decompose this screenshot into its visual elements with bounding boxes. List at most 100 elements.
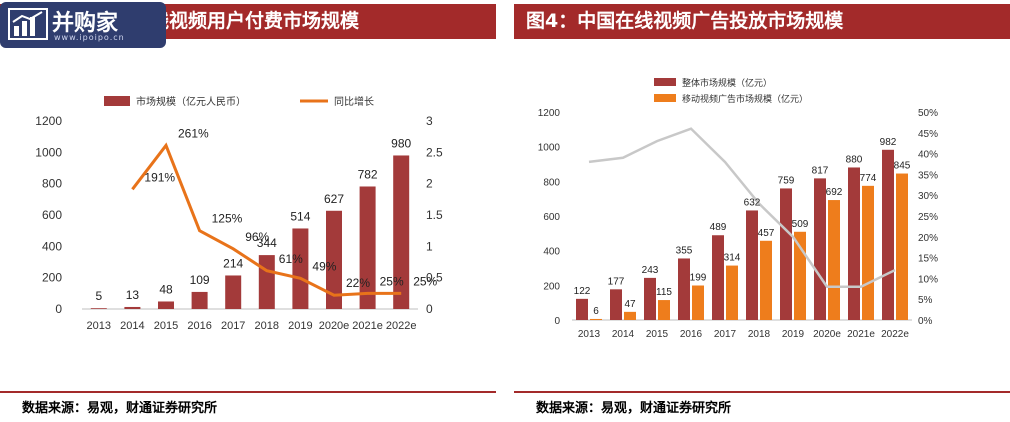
- line-data-label: 96%: [245, 230, 269, 244]
- y2-tick-label: 40%: [918, 150, 938, 161]
- left-source-note: 数据来源：易观，财通证券研究所: [22, 401, 218, 416]
- y-tick-label: 600: [543, 212, 560, 223]
- bar: [191, 291, 208, 309]
- bar: [359, 186, 376, 309]
- bar-data-label: 627: [324, 192, 344, 206]
- legend-swatch-market: [104, 96, 130, 106]
- bar: [225, 275, 242, 309]
- chart-logo-icon: [8, 8, 48, 40]
- right-source-divider: [514, 391, 1010, 393]
- right-chart-panel: 图4：中国在线视频广告投放市场规模 0 200 400 600 800 1000 1200 0…: [514, 0, 1010, 422]
- bar-mobile-data-label: 115: [656, 287, 672, 298]
- y-tick-label: 400: [42, 239, 62, 253]
- line-data-label: 25%: [413, 274, 437, 288]
- x-tick-label: 2013: [578, 329, 601, 340]
- bar-total-data-label: 817: [812, 165, 829, 176]
- line-data-label: 61%: [279, 252, 303, 266]
- bar: [90, 308, 107, 309]
- bar: [326, 210, 342, 309]
- bar-total: [814, 178, 826, 320]
- bar-total-data-label: 355: [676, 245, 693, 256]
- x-tick-label: 2013: [87, 320, 111, 332]
- y2-tick-label: 10%: [918, 274, 938, 285]
- bar: [393, 155, 410, 309]
- bar-mobile: [726, 265, 738, 320]
- bar-total: [746, 210, 758, 320]
- bar-mobile-data-label: 199: [690, 273, 707, 284]
- x-tick-label: 2015: [154, 320, 178, 332]
- y-tick-label: 800: [543, 177, 560, 188]
- x-tick-label: 2020e: [319, 320, 350, 332]
- bar-mobile: [692, 285, 704, 320]
- line-data-label: 261%: [178, 126, 209, 140]
- bar-mobile-data-label: 6: [593, 306, 599, 317]
- bar-total: [678, 258, 690, 320]
- legend-swatch-total: [654, 78, 676, 86]
- line-data-label: 25%: [380, 274, 404, 288]
- bar: [158, 301, 174, 309]
- y2-tick-label: 1: [426, 239, 433, 253]
- bar: [124, 306, 141, 309]
- bar-total: [882, 149, 894, 320]
- y-tick-label: 1000: [35, 145, 62, 159]
- y-tick-label: 600: [42, 208, 62, 222]
- bar-data-label: 514: [290, 209, 310, 223]
- x-tick-label: 2018: [748, 329, 771, 340]
- y2-tick-label: 1.5: [426, 208, 443, 222]
- bar-mobile-data-label: 457: [758, 228, 775, 239]
- bar-mobile: [658, 300, 670, 320]
- legend-swatch-mobile: [654, 94, 676, 102]
- x-tick-label: 2016: [187, 320, 211, 332]
- bar-mobile: [794, 231, 806, 320]
- y2-tick-label: 2: [426, 177, 433, 191]
- bar-total: [848, 167, 860, 320]
- bar-data-label: 344: [257, 236, 277, 250]
- x-tick-label: 2017: [221, 320, 245, 332]
- bar-mobile: [760, 240, 772, 320]
- bar-total-data-label: 177: [608, 276, 625, 287]
- bar-data-label: 5: [95, 289, 102, 303]
- legend-label-total: 整体市场规模（亿元）: [682, 77, 772, 88]
- bar-data-label: 980: [391, 136, 411, 150]
- x-tick-label: 2022e: [386, 320, 417, 332]
- line-data-label: 191%: [144, 170, 175, 184]
- bar-mobile-data-label: 47: [624, 299, 636, 310]
- y2-tick-label: 30%: [918, 191, 938, 202]
- y2-tick-label: 3: [426, 114, 433, 128]
- right-chart-title: 图4：中国在线视频广告投放市场规模: [514, 4, 1010, 39]
- y2-tick-label: 15%: [918, 254, 938, 265]
- legend-label-mobile: 移动视频广告市场规模（亿元）: [682, 93, 808, 104]
- y2-tick-label: 2.5: [426, 145, 443, 159]
- y2-tick-label: 0%: [918, 316, 933, 327]
- y-tick-label: 1200: [538, 108, 561, 119]
- bar-total-data-label: 982: [880, 137, 897, 148]
- y2-tick-label: 50%: [918, 108, 938, 119]
- x-tick-label: 2017: [714, 329, 737, 340]
- x-tick-label: 2015: [646, 329, 669, 340]
- logo-text: 并购家: [52, 11, 119, 36]
- bar-total-data-label: 122: [574, 286, 591, 297]
- line-data-label: 49%: [312, 259, 336, 273]
- bar-total-data-label: 632: [744, 197, 761, 208]
- bar-total-data-label: 489: [710, 222, 727, 233]
- x-tick-label: 2016: [680, 329, 703, 340]
- logo-url: www.ipoipo.cn: [54, 33, 125, 42]
- bar-data-label: 109: [190, 273, 210, 287]
- bar-total-data-label: 243: [642, 265, 659, 276]
- bar-data-label: 48: [159, 282, 173, 296]
- right-chart: 0 200 400 600 800 1000 1200 0% 5% 10% 15% 20% 25% 30%…: [538, 77, 938, 340]
- right-source-note: 数据来源：易观，财通证券研究所: [536, 401, 732, 416]
- site-logo[interactable]: 并购家 www.ipoipo.cn: [0, 2, 166, 48]
- line-data-label: 125%: [212, 212, 243, 226]
- y-tick-label: 800: [42, 177, 62, 191]
- y-tick-label: 1200: [35, 114, 62, 128]
- bar-total: [780, 188, 792, 320]
- bar-mobile: [590, 318, 602, 320]
- x-tick-label: 2014: [612, 329, 635, 340]
- bar-mobile-data-label: 509: [792, 219, 809, 230]
- y2-tick-label: 35%: [918, 170, 938, 181]
- bar-total: [644, 277, 656, 320]
- y-tick-label: 200: [42, 271, 62, 285]
- x-tick-label: 2019: [288, 320, 312, 332]
- y2-tick-label: 0.5: [426, 271, 443, 285]
